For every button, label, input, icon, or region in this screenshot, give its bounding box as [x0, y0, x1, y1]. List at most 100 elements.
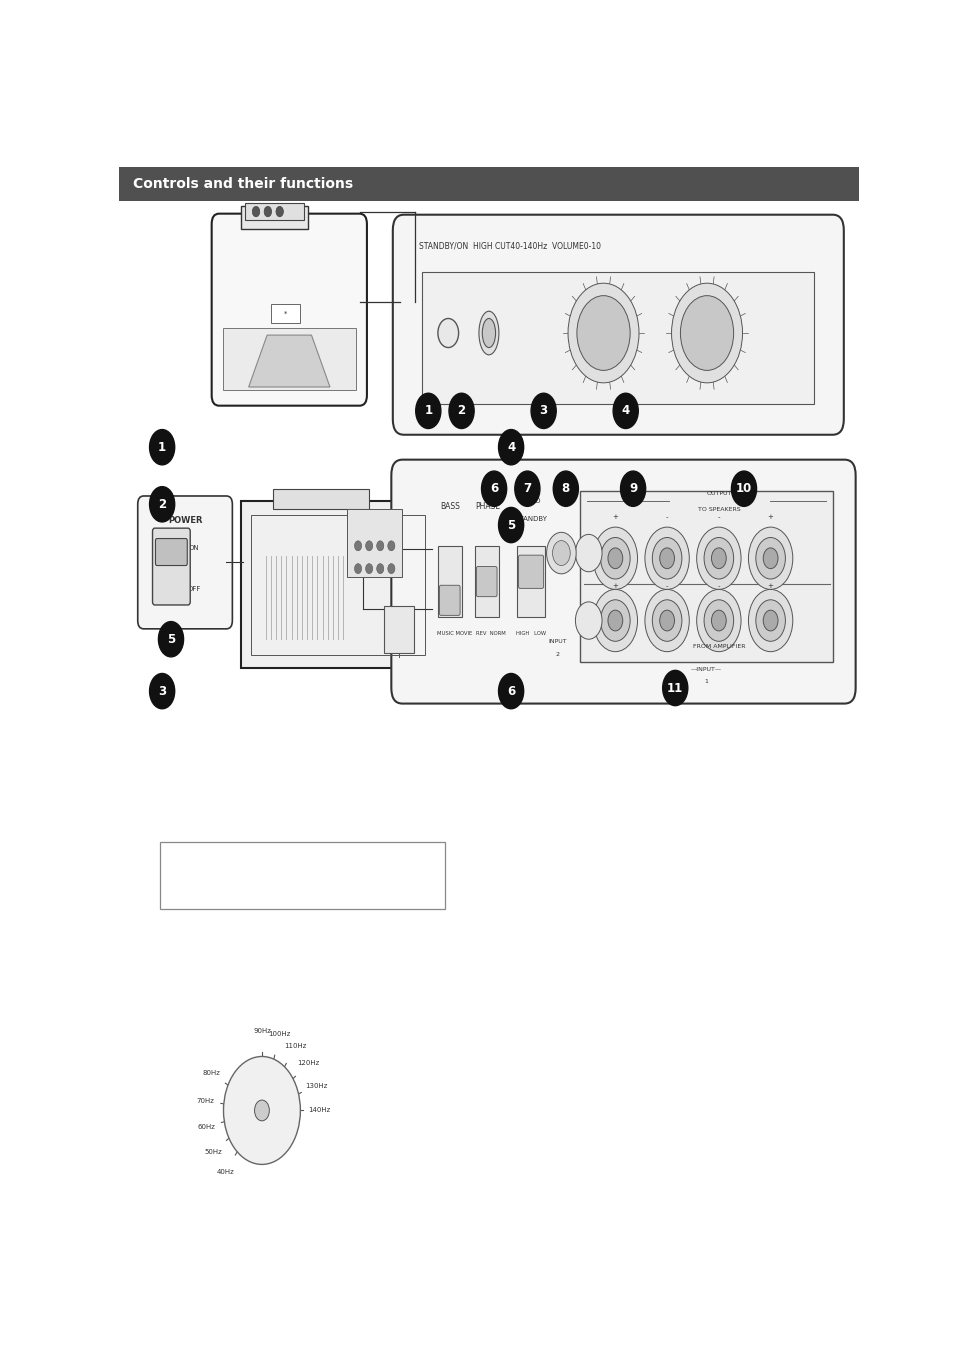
Circle shape [365, 563, 373, 574]
Text: INPUT: INPUT [548, 639, 566, 644]
Circle shape [748, 527, 792, 589]
Circle shape [662, 670, 687, 705]
Circle shape [703, 600, 733, 642]
Text: 1: 1 [424, 404, 432, 418]
Circle shape [498, 674, 523, 709]
Text: 50Hz: 50Hz [204, 1148, 222, 1155]
Text: 2: 2 [555, 652, 559, 658]
Text: +: + [767, 584, 773, 589]
Circle shape [755, 538, 784, 580]
Circle shape [376, 563, 383, 574]
FancyBboxPatch shape [271, 303, 300, 322]
Text: 11: 11 [666, 682, 682, 694]
Circle shape [575, 534, 601, 572]
Text: HIGH   LOW: HIGH LOW [515, 631, 545, 636]
Text: +: + [612, 514, 618, 520]
Text: -: - [717, 584, 720, 589]
Circle shape [671, 283, 741, 383]
Circle shape [546, 532, 576, 574]
Circle shape [387, 563, 395, 574]
Circle shape [376, 541, 383, 551]
Circle shape [150, 674, 174, 709]
Text: STANDBY/ON  HIGH CUT40-140Hz  VOLUME0-10: STANDBY/ON HIGH CUT40-140Hz VOLUME0-10 [418, 241, 600, 251]
Circle shape [252, 206, 259, 217]
Circle shape [748, 589, 792, 651]
Text: 100Hz: 100Hz [268, 1031, 291, 1038]
Circle shape [607, 547, 622, 569]
Text: 6: 6 [490, 483, 497, 495]
Circle shape [659, 547, 674, 569]
Circle shape [552, 541, 570, 566]
Circle shape [515, 470, 539, 507]
Circle shape [644, 589, 689, 651]
Text: 120Hz: 120Hz [296, 1061, 319, 1066]
FancyBboxPatch shape [347, 510, 402, 577]
Text: -: - [665, 514, 668, 520]
Circle shape [593, 589, 637, 651]
FancyBboxPatch shape [437, 546, 461, 617]
Text: POWER: POWER [168, 516, 202, 526]
Circle shape [355, 563, 361, 574]
Text: -: - [665, 584, 668, 589]
Circle shape [755, 600, 784, 642]
Circle shape [498, 430, 523, 465]
Circle shape [762, 547, 778, 569]
Text: *: * [284, 310, 287, 317]
Text: 7: 7 [523, 483, 531, 495]
Circle shape [275, 206, 283, 217]
Circle shape [481, 470, 506, 507]
Text: OFF: OFF [187, 586, 200, 592]
Text: +: + [612, 584, 618, 589]
Text: 6: 6 [506, 685, 515, 698]
Circle shape [355, 541, 361, 551]
FancyBboxPatch shape [439, 585, 459, 615]
Text: 110Hz: 110Hz [284, 1043, 306, 1049]
Text: -: - [717, 514, 720, 520]
Text: 9: 9 [628, 483, 637, 495]
Circle shape [416, 394, 440, 429]
Text: 90Hz: 90Hz [253, 1027, 271, 1034]
Text: 130Hz: 130Hz [305, 1082, 327, 1089]
Text: 1: 1 [158, 441, 166, 454]
FancyBboxPatch shape [517, 546, 544, 617]
FancyBboxPatch shape [119, 167, 858, 201]
FancyBboxPatch shape [579, 491, 833, 662]
Text: 4: 4 [621, 404, 629, 418]
FancyBboxPatch shape [475, 546, 498, 617]
FancyBboxPatch shape [212, 213, 367, 406]
Circle shape [553, 470, 578, 507]
Circle shape [223, 1057, 300, 1165]
Text: 3: 3 [158, 685, 166, 698]
Text: 2: 2 [158, 497, 166, 511]
Circle shape [387, 541, 395, 551]
Circle shape [577, 295, 630, 371]
FancyBboxPatch shape [518, 555, 543, 588]
Circle shape [652, 600, 681, 642]
FancyBboxPatch shape [391, 460, 855, 704]
Circle shape [498, 507, 523, 543]
Text: 10: 10 [735, 483, 751, 495]
FancyBboxPatch shape [273, 489, 369, 510]
Circle shape [575, 601, 601, 639]
Text: TO SPEAKERS: TO SPEAKERS [698, 507, 740, 512]
Circle shape [365, 541, 373, 551]
Circle shape [437, 318, 458, 348]
Text: 5: 5 [506, 519, 515, 531]
FancyBboxPatch shape [476, 566, 497, 597]
Ellipse shape [482, 318, 495, 348]
Text: MUSIC MOVIE: MUSIC MOVIE [436, 631, 472, 636]
Text: 8: 8 [561, 483, 569, 495]
Circle shape [644, 527, 689, 589]
Circle shape [613, 394, 638, 429]
Polygon shape [249, 336, 330, 387]
Circle shape [711, 547, 725, 569]
Text: +: + [767, 514, 773, 520]
Circle shape [731, 470, 756, 507]
Text: 5: 5 [167, 632, 175, 646]
Circle shape [659, 611, 674, 631]
Circle shape [600, 538, 630, 580]
Text: ON: ON [189, 545, 199, 551]
Circle shape [696, 527, 740, 589]
FancyBboxPatch shape [241, 206, 308, 229]
Circle shape [711, 611, 725, 631]
